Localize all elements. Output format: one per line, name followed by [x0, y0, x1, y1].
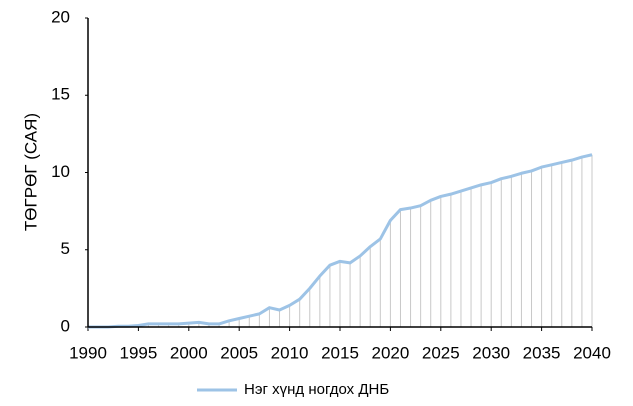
y-tick-label: 0	[61, 316, 70, 335]
legend-label: Нэг хүнд ногдох ДНБ	[244, 381, 389, 398]
x-tick-label: 1995	[119, 343, 157, 362]
x-tick-label: 2020	[371, 343, 409, 362]
y-axis-label: ТӨГРӨГ (САЯ)	[21, 113, 40, 231]
x-tick-label: 2035	[523, 343, 561, 362]
x-tick-label: 1990	[69, 343, 107, 362]
data-line	[88, 153, 593, 329]
y-tick-label: 15	[51, 85, 70, 104]
y-tick-label: 5	[61, 239, 70, 258]
y-tick-label: 10	[51, 162, 70, 181]
x-tick-label: 2025	[422, 343, 460, 362]
x-tick-label: 2040	[573, 343, 611, 362]
x-tick-label: 2000	[170, 343, 208, 362]
x-tick-label: 2005	[220, 343, 258, 362]
x-tick-label: 2030	[472, 343, 510, 362]
x-tick-label: 2010	[271, 343, 309, 362]
y-tick-label: 20	[51, 7, 70, 26]
x-tick-label: 2015	[321, 343, 359, 362]
